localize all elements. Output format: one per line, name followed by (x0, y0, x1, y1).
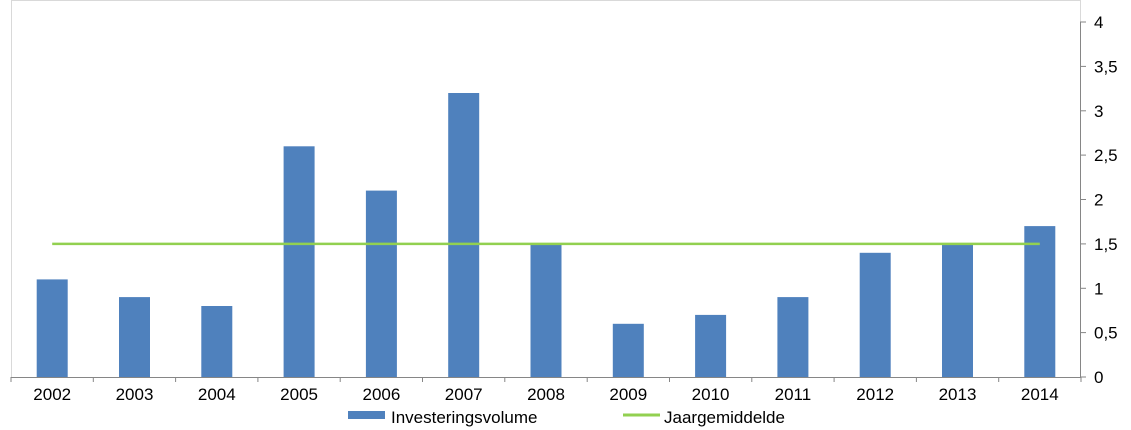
x-tick-label-2014: 2014 (1021, 385, 1059, 404)
y-tick-label: 0 (1094, 368, 1103, 387)
x-tick-label-2008: 2008 (527, 385, 565, 404)
bar-2004 (201, 306, 233, 377)
y-tick-label: 3 (1094, 102, 1103, 121)
y-tick-label: 2 (1094, 191, 1103, 210)
legend-label-investeringsvolume: Investeringsvolume (391, 408, 537, 427)
bar-series (36, 93, 1056, 378)
bar-2003 (119, 297, 150, 377)
bar-2011 (777, 297, 809, 377)
y-tick-label: 0,5 (1094, 324, 1118, 343)
bar-2012 (859, 252, 891, 378)
x-tick-label-2003: 2003 (116, 385, 154, 404)
x-tick-label-2012: 2012 (856, 385, 894, 404)
y-tick-label: 3,5 (1094, 57, 1118, 76)
y-tick-label: 1 (1094, 279, 1103, 298)
y-tick-label: 4 (1094, 13, 1103, 32)
bar-2014 (1024, 226, 1056, 377)
x-tick-label-2013: 2013 (939, 385, 977, 404)
bar-2010 (695, 314, 727, 377)
bar-2007 (448, 93, 480, 377)
bar-2008 (530, 243, 562, 377)
x-axis-ticks: 2002 2003 2004 2005 2006 2007 2008 2009 2010 2011… (10, 377, 1082, 404)
x-tick-label-2007: 2007 (445, 385, 483, 404)
y-axis-ticks: 0 0,5 1 1,5 2 2,5 3 3,5 4 (1080, 13, 1118, 387)
y-tick-label: 2,5 (1094, 146, 1118, 165)
legend-label-jaargemiddelde: Jaargemiddelde (664, 408, 785, 427)
bar-2009 (612, 323, 644, 378)
bar-2002 (36, 279, 68, 377)
x-tick-label-2004: 2004 (198, 385, 236, 404)
x-tick-label-2011: 2011 (775, 385, 812, 404)
y-tick-label: 1,5 (1094, 235, 1118, 254)
x-tick-label-2002: 2002 (33, 385, 71, 404)
legend-swatch-investeringsvolume (348, 411, 385, 419)
x-tick-label-2006: 2006 (362, 385, 400, 404)
bar-2006 (365, 190, 397, 377)
x-tick-label-2009: 2009 (609, 385, 647, 404)
bar-2005 (283, 146, 315, 378)
bar-2013 (942, 243, 973, 377)
x-tick-label-2010: 2010 (692, 385, 730, 404)
x-tick-label-2005: 2005 (280, 385, 318, 404)
legend: Investeringsvolume Jaargemiddelde (348, 408, 785, 427)
